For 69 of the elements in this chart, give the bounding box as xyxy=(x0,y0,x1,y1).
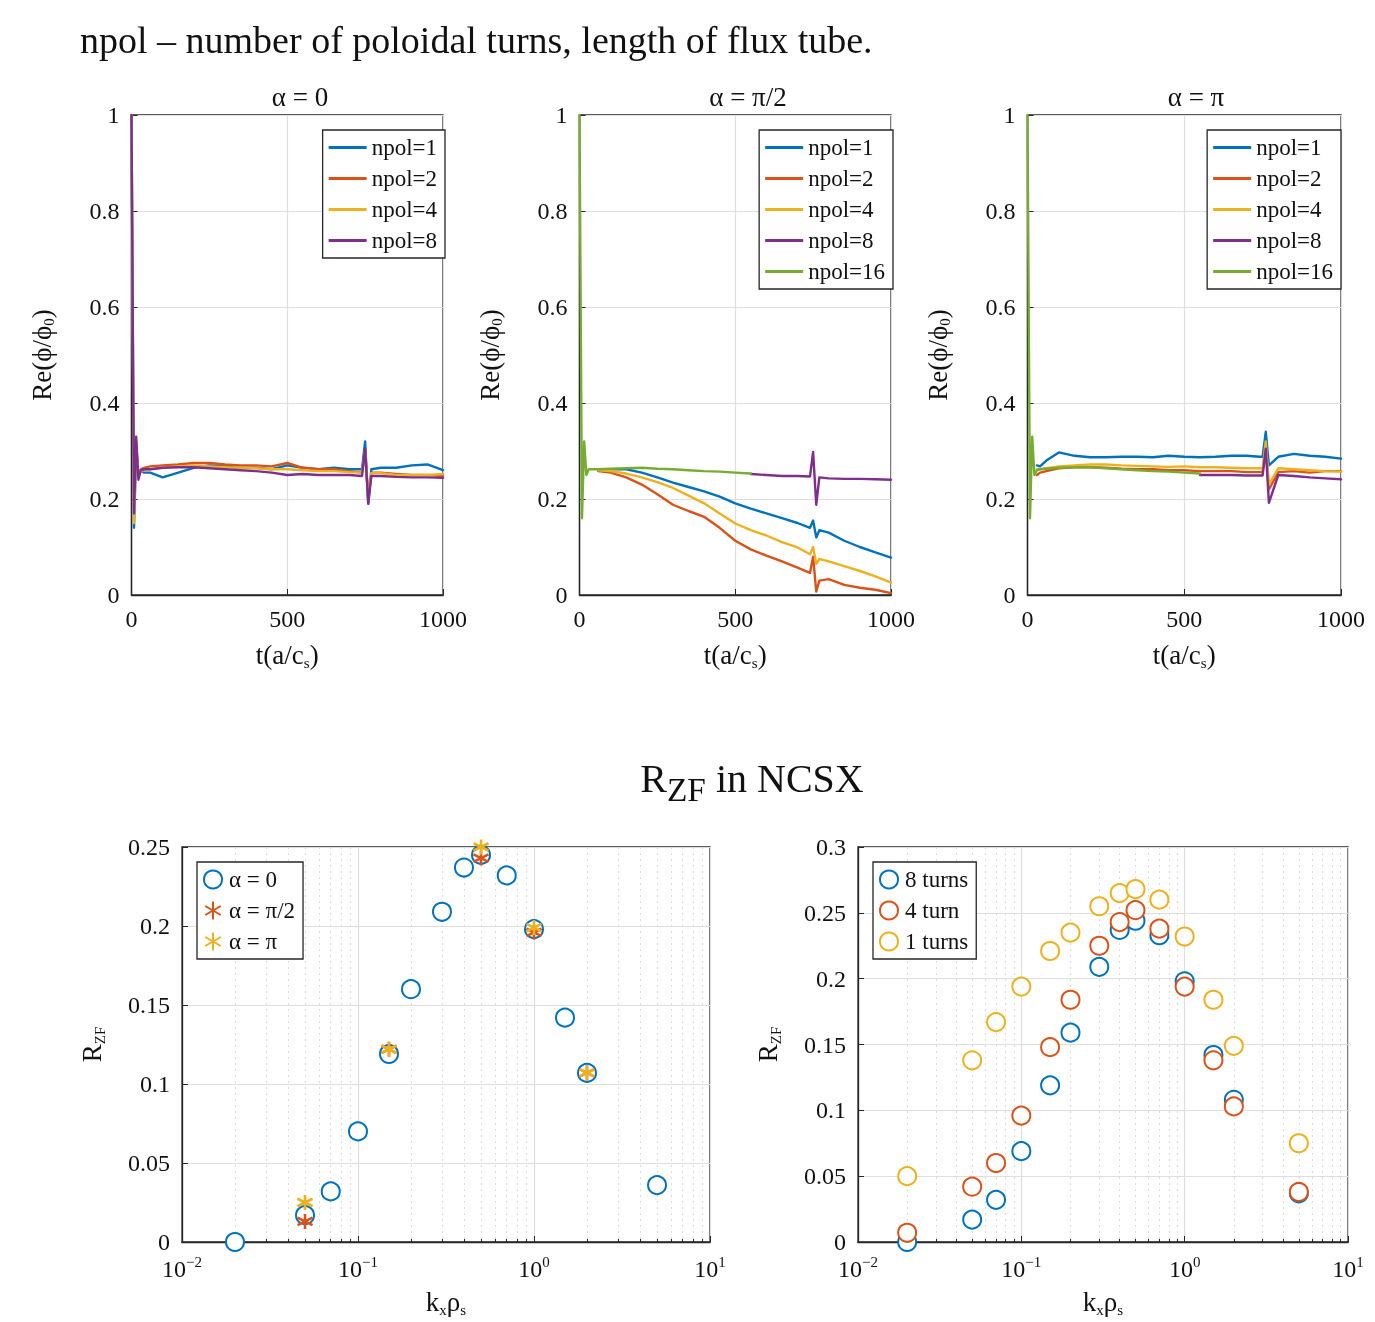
legend-label: npol=1 xyxy=(808,135,874,160)
y-tick-label: 0.2 xyxy=(537,486,568,512)
y-tick-label: 0.3 xyxy=(816,834,846,860)
legend-label: α = 0 xyxy=(229,867,278,892)
legend-label: npol=2 xyxy=(808,166,874,191)
legend-label: npol=1 xyxy=(371,135,438,160)
x-tick-label: 0 xyxy=(1021,606,1034,632)
legend-label: npol=4 xyxy=(371,197,438,222)
x-tick-label: 0 xyxy=(573,606,586,632)
legend-label: npol=8 xyxy=(371,228,438,253)
legend-label: npol=16 xyxy=(1256,259,1334,284)
y-axis-title: RZF xyxy=(753,1026,784,1063)
x-tick-label: 500 xyxy=(269,606,306,632)
legend-label: α = π xyxy=(229,929,278,954)
chart-title: α = 0 xyxy=(271,81,329,112)
y-tick-label: 0.2 xyxy=(816,965,846,992)
y-tick-label: 0.2 xyxy=(985,486,1016,512)
y-tick-label: 1 xyxy=(555,102,568,128)
y-tick-label: 0.2 xyxy=(140,913,170,939)
x-tick-label: 1000 xyxy=(1317,606,1365,632)
y-tick-label: 0 xyxy=(555,582,568,608)
legend-label: npol=1 xyxy=(1256,135,1322,160)
x-tick-label: 500 xyxy=(1166,606,1203,632)
legend-label: npol=8 xyxy=(1256,228,1322,253)
y-tick-label: 0 xyxy=(1003,582,1016,608)
x-tick-label: 1000 xyxy=(419,606,467,632)
y-tick-label: 0.2 xyxy=(89,486,120,512)
y-axis-title: Re(ϕ/ϕ0) xyxy=(474,309,505,401)
y-tick-label: 0.4 xyxy=(537,390,568,416)
y-tick-label: 0.6 xyxy=(89,294,120,320)
legend-label: 1 turns xyxy=(905,929,969,954)
legend-label: npol=4 xyxy=(1256,197,1322,222)
text: R$_{ZF}$ in NCSX xyxy=(640,755,864,809)
y-tick-label: 0.1 xyxy=(816,1097,846,1124)
y-tick-label: 0.8 xyxy=(89,198,120,224)
y-tick-label: 0 xyxy=(107,582,120,608)
chart-title: α = π/2 xyxy=(709,81,787,112)
text: npol – number of poloidal turns, length of flux tube. xyxy=(80,18,873,62)
y-tick-label: 0.8 xyxy=(985,198,1016,224)
legend-label: npol=4 xyxy=(808,197,874,222)
y-axis-title: Re(ϕ/ϕ0) xyxy=(26,309,57,401)
legend-label: npol=2 xyxy=(371,166,438,191)
y-tick-label: 0.6 xyxy=(985,294,1016,320)
y-tick-label: 0.05 xyxy=(804,1163,846,1190)
y-tick-label: 0.4 xyxy=(985,390,1016,416)
chart-title: α = π xyxy=(1167,81,1225,112)
y-tick-label: 0.15 xyxy=(128,992,170,1018)
y-tick-label: 0.8 xyxy=(537,198,568,224)
y-tick-label: 0.15 xyxy=(804,1031,846,1058)
y-tick-label: 0.25 xyxy=(128,834,170,860)
y-tick-label: 1 xyxy=(107,102,120,128)
legend-label: α = π/2 xyxy=(229,898,296,923)
y-tick-label: 0.6 xyxy=(537,294,568,320)
y-tick-label: 0.1 xyxy=(140,1071,170,1097)
x-tick-label: 500 xyxy=(717,606,754,632)
legend-label: 4 turn xyxy=(905,898,960,923)
legend-label: npol=2 xyxy=(1256,166,1322,191)
y-tick-label: 0.4 xyxy=(89,390,120,416)
y-tick-label: 0.05 xyxy=(128,1150,170,1176)
y-tick-label: 0 xyxy=(158,1229,170,1255)
legend-label: npol=8 xyxy=(808,228,874,253)
legend-label: 8 turns xyxy=(905,867,969,892)
y-axis-title: RZF xyxy=(77,1026,108,1063)
y-axis-title: Re(ϕ/ϕ0) xyxy=(922,309,953,401)
y-tick-label: 0 xyxy=(834,1229,846,1255)
legend-label: npol=16 xyxy=(808,259,886,284)
y-tick-label: 1 xyxy=(1003,102,1016,128)
x-tick-label: 1000 xyxy=(867,606,915,632)
y-tick-label: 0.25 xyxy=(804,899,846,926)
